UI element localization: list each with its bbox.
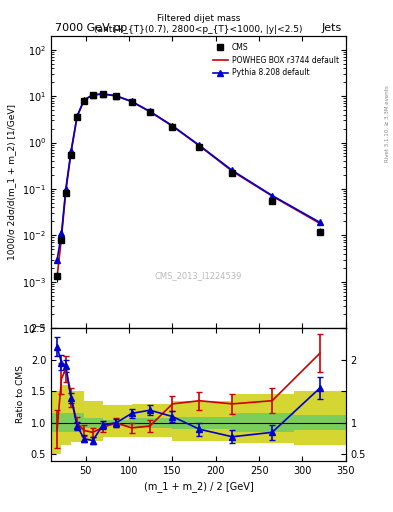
POWHEG BOX r3744 default	[230, 168, 235, 175]
POWHEG BOX r3744 default	[59, 234, 64, 241]
Pythia 8.208 default	[170, 123, 175, 129]
Pythia 8.208 default	[197, 142, 202, 148]
X-axis label: (m_1 + m_2) / 2 [GeV]: (m_1 + m_2) / 2 [GeV]	[143, 481, 253, 492]
Pythia 8.208 default	[129, 98, 134, 104]
Text: Jets: Jets	[321, 23, 342, 33]
POWHEG BOX r3744 default	[318, 220, 322, 226]
Legend: CMS, POWHEG BOX r3744 default, Pythia 8.208 default: CMS, POWHEG BOX r3744 default, Pythia 8.…	[210, 39, 342, 80]
Line: Pythia 8.208 default: Pythia 8.208 default	[54, 91, 323, 262]
Text: 7000 GeV pp: 7000 GeV pp	[55, 23, 127, 33]
Pythia 8.208 default	[75, 113, 79, 119]
POWHEG BOX r3744 default	[114, 93, 118, 99]
Y-axis label: 1000/σ 2dσ/d(m_1 + m_2) [1/GeV]: 1000/σ 2dσ/d(m_1 + m_2) [1/GeV]	[7, 104, 17, 260]
Pythia 8.208 default	[64, 186, 68, 192]
Pythia 8.208 default	[59, 230, 64, 237]
Text: Rivet 3.1.10, ≥ 3.3M events: Rivet 3.1.10, ≥ 3.3M events	[385, 85, 389, 162]
Y-axis label: Ratio to CMS: Ratio to CMS	[16, 366, 25, 423]
POWHEG BOX r3744 default	[197, 143, 202, 149]
Text: CMS_2013_I1224539: CMS_2013_I1224539	[155, 271, 242, 280]
POWHEG BOX r3744 default	[64, 188, 68, 194]
POWHEG BOX r3744 default	[147, 109, 152, 115]
Title: Filtered dijet mass
(anti-k_{T}(0.7), 2800<p_{T}<1000, |y|<2.5): Filtered dijet mass (anti-k_{T}(0.7), 28…	[94, 14, 303, 34]
Pythia 8.208 default	[230, 167, 235, 174]
POWHEG BOX r3744 default	[82, 97, 86, 103]
POWHEG BOX r3744 default	[270, 193, 275, 199]
POWHEG BOX r3744 default	[55, 273, 59, 280]
Line: POWHEG BOX r3744 default: POWHEG BOX r3744 default	[57, 94, 320, 276]
POWHEG BOX r3744 default	[69, 150, 73, 156]
POWHEG BOX r3744 default	[129, 99, 134, 105]
POWHEG BOX r3744 default	[101, 91, 105, 97]
POWHEG BOX r3744 default	[90, 92, 95, 98]
Pythia 8.208 default	[55, 257, 59, 263]
Pythia 8.208 default	[147, 109, 152, 115]
Pythia 8.208 default	[101, 91, 105, 97]
Pythia 8.208 default	[69, 148, 73, 154]
Pythia 8.208 default	[318, 219, 322, 225]
POWHEG BOX r3744 default	[75, 114, 79, 120]
Pythia 8.208 default	[90, 92, 95, 98]
Pythia 8.208 default	[114, 93, 118, 99]
POWHEG BOX r3744 default	[170, 123, 175, 129]
Pythia 8.208 default	[270, 193, 275, 199]
Pythia 8.208 default	[82, 97, 86, 103]
